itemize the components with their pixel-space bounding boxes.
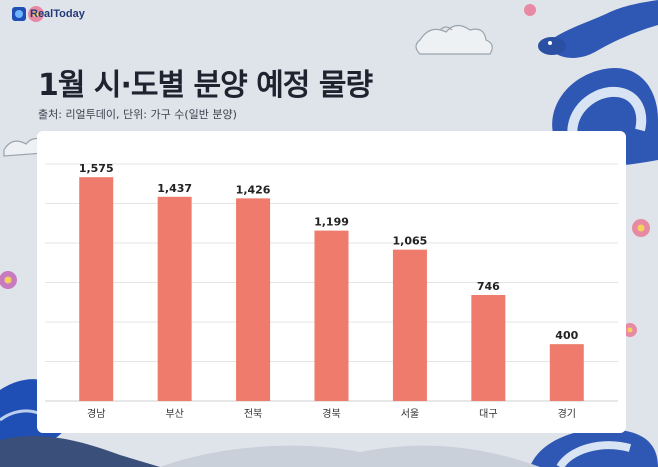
chart-card: 1,575 경남 1,437 부산 1,426 전북 1,199 경북 1,065 서울 746 대구… [37, 131, 626, 433]
source-note: 출처: 리얼투데이, 단위: 가구 수(일반 분양) [38, 108, 237, 121]
bar-부산 [157, 196, 192, 401]
bar-경남 [79, 177, 114, 401]
bar-전북 [236, 198, 271, 401]
value-label: 1,437 [157, 182, 192, 195]
logo-icon [12, 7, 26, 21]
category-label: 서울 [401, 408, 419, 420]
snake-decoration [530, 429, 658, 467]
cloud-decoration [415, 24, 493, 55]
logo-text: RealToday [30, 8, 85, 20]
bar-chart: 1,575 경남 1,437 부산 1,426 전북 1,199 경북 1,065 서울 746 대구… [45, 162, 618, 420]
value-label: 400 [555, 329, 578, 342]
bar-경북 [314, 230, 349, 401]
value-label: 1,575 [79, 162, 114, 175]
flower-decoration [0, 4, 650, 337]
category-label: 부산 [165, 408, 183, 420]
category-label: 대구 [479, 408, 497, 420]
category-label: 경남 [87, 407, 105, 420]
value-label: 746 [477, 280, 500, 293]
bar-대구 [471, 294, 506, 401]
value-label: 1,199 [314, 216, 349, 229]
bar-경기 [549, 344, 584, 401]
hill-decoration [160, 445, 540, 467]
bar-서울 [392, 249, 427, 401]
value-label: 1,426 [236, 183, 271, 196]
category-label: 전북 [244, 408, 262, 420]
brand-logo: RealToday [12, 7, 85, 21]
page-title: 1월 시·도별 분양 예정 물량 [38, 68, 373, 103]
category-label: 경기 [558, 407, 576, 420]
value-label: 1,065 [393, 235, 428, 248]
category-label: 경북 [322, 407, 340, 420]
